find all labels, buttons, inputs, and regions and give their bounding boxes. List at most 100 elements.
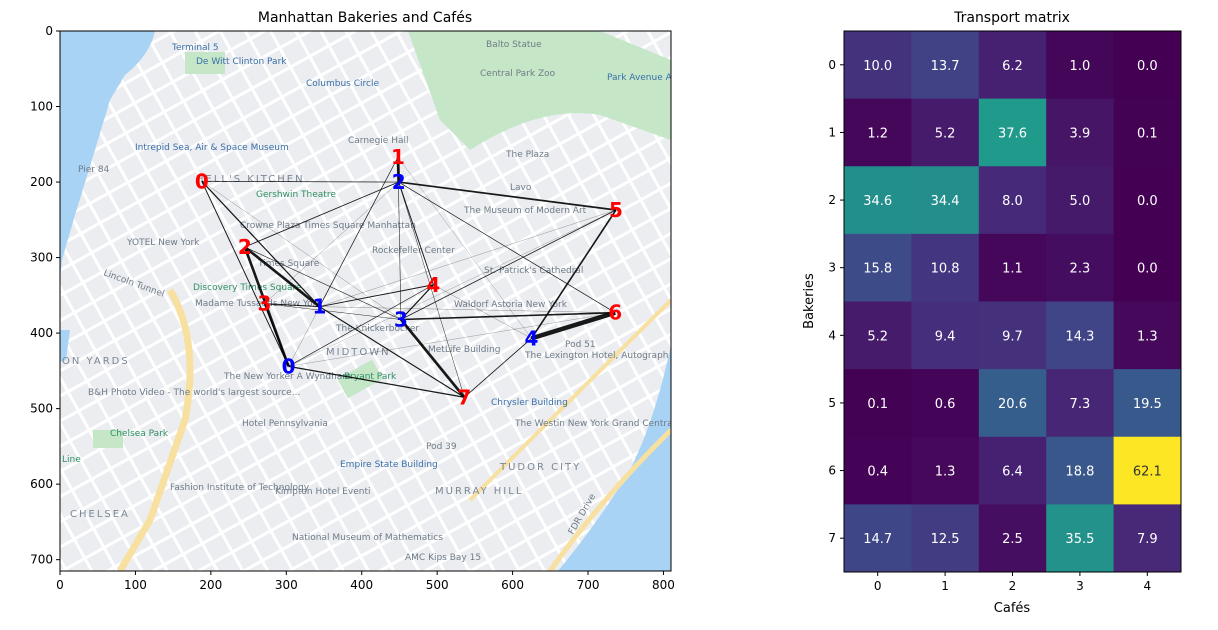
- x-tick-label: 600: [501, 578, 524, 592]
- transport-lines: [201, 156, 617, 399]
- heatmap-value-label: 6.2: [1002, 59, 1023, 74]
- heatmap-cell: [978, 301, 1047, 370]
- heatmap-value-label: 9.4: [935, 329, 956, 344]
- heatmap-cell: [911, 436, 980, 505]
- x-tick-label: 3: [1076, 579, 1084, 593]
- transport-line: [201, 181, 402, 320]
- transport-line: [288, 365, 465, 398]
- y-tick-label: 700: [30, 553, 53, 567]
- heatmap-cell: [978, 98, 1047, 167]
- heatmap-y-axis: 0 1 2 3 4 5 6 7: [828, 58, 844, 545]
- map-axes-frame: [59, 30, 672, 572]
- heatmap-value-label: 6.4: [1002, 465, 1023, 480]
- map-label: AMC Kips Bay 15: [405, 553, 481, 563]
- heatmap-value-label: 2.5: [1002, 532, 1023, 547]
- heatmap-ylabel: Bakeries: [802, 273, 817, 329]
- map-label: MIDTOWN: [326, 347, 391, 358]
- y-tick-label: 6: [828, 464, 836, 478]
- transport-line: [201, 180, 320, 308]
- heatmap-cell: [911, 504, 980, 573]
- cafe-marker: 0: [282, 354, 296, 378]
- heatmap-value-label: 0.4: [867, 465, 888, 480]
- map-label: The New Yorker A Wyndham: [223, 372, 351, 382]
- transport-line: [397, 157, 402, 320]
- dewitt-park: [185, 52, 225, 74]
- x-tick-label: 400: [350, 578, 373, 592]
- heatmap-value-label: 18.8: [1065, 465, 1094, 480]
- heatmap-value-label: 10.0: [863, 59, 892, 74]
- heatmap-value-label: 1.0: [1070, 59, 1091, 74]
- x-tick-label: 0: [874, 579, 882, 593]
- transport-line: [319, 306, 465, 398]
- heatmap-cell: [1046, 166, 1115, 235]
- y-tick-label: 300: [30, 251, 53, 265]
- map-label: The Westin New York Grand Central: [514, 419, 675, 429]
- map-label: The Knickerbocker: [335, 324, 419, 334]
- map-label: Terminal 5: [171, 43, 219, 53]
- map-label: Balto Statue: [486, 40, 542, 50]
- heatmap-cell: [911, 369, 980, 438]
- river-patch: [60, 330, 70, 362]
- cafe-marker: 4: [524, 326, 538, 350]
- map-label: Line: [62, 455, 81, 465]
- heatmap-cell: [1046, 436, 1115, 505]
- heatmap-value-label: 20.6: [998, 397, 1027, 412]
- y-tick-label: 3: [828, 261, 836, 275]
- map-label: The Plaza: [505, 150, 549, 160]
- y-tick-label: 4: [828, 328, 836, 342]
- heatmap-cell: [1113, 166, 1182, 235]
- map-label: Times Square: [257, 259, 320, 269]
- map-label: Empire State Building: [340, 460, 438, 470]
- heatmap-cell: [1113, 504, 1182, 573]
- heatmap-x-axis: 0 1 2 3 4: [874, 572, 1151, 593]
- heatmap-xlabel: Cafés: [994, 601, 1031, 616]
- heatmap-cell: [978, 504, 1047, 573]
- y-tick-label: 7: [828, 531, 836, 545]
- lincoln-tunnel-road: [116, 288, 194, 571]
- x-tick-label: 100: [124, 578, 147, 592]
- transport-line: [433, 284, 532, 339]
- heatmap-value-label: 5.2: [935, 126, 956, 141]
- heatmap-cell: [1113, 369, 1182, 438]
- heatmap-value-label: 37.6: [998, 126, 1027, 141]
- x-tick-label: 300: [275, 578, 298, 592]
- heatmap-cell: [1046, 301, 1115, 370]
- transport-line: [201, 180, 399, 183]
- map-label: St. Patrick's Cathedral: [484, 266, 583, 276]
- transport-line: [398, 181, 465, 398]
- heatmap-cell: [1113, 233, 1182, 303]
- x-tick-label: 2: [1009, 579, 1017, 593]
- map-label: Park Avenue A: [607, 73, 673, 83]
- y-tick-label: 0: [45, 24, 53, 38]
- central-park: [408, 31, 671, 150]
- avenue-yellow: [468, 298, 671, 502]
- heatmap-value-label: 8.0: [1002, 194, 1023, 209]
- x-tick-label: 500: [426, 578, 449, 592]
- map-label: Waldorf Astoria New York: [454, 300, 568, 310]
- transport-line: [288, 312, 616, 367]
- map-label: Rockefeller Center: [372, 246, 455, 256]
- bakery-marker: 0: [195, 169, 209, 193]
- bakery-marker: 2: [238, 235, 252, 259]
- heatmap-value-label: 0.0: [1137, 194, 1158, 209]
- heatmap-value-label: 0.0: [1137, 59, 1158, 74]
- heatmap-cell: [844, 233, 912, 303]
- transport-line: [244, 181, 399, 248]
- transport-line: [400, 209, 617, 320]
- heatmap-cell: [1046, 233, 1115, 303]
- heatmap-cell: [978, 233, 1047, 303]
- map-labels: Terminal 5 Balto Statue De Witt Clinton …: [62, 40, 675, 563]
- transport-line: [319, 284, 434, 308]
- heatmap-value-label: 1.1: [1002, 262, 1023, 277]
- transport-line: [264, 303, 320, 308]
- map-label: Chrysler Building: [491, 398, 568, 408]
- y-tick-label: 200: [30, 175, 53, 189]
- heatmap-cell: [978, 369, 1047, 438]
- map-label: Columbus Circle: [306, 79, 379, 89]
- heatmap-value-label: 3.9: [1070, 126, 1091, 141]
- y-tick-label: 100: [30, 100, 53, 114]
- map-label: Gershwin Theatre: [256, 190, 336, 200]
- transport-line: [201, 181, 290, 367]
- heatmap-value-label: 19.5: [1133, 397, 1162, 412]
- bakery-marker: 6: [608, 301, 622, 325]
